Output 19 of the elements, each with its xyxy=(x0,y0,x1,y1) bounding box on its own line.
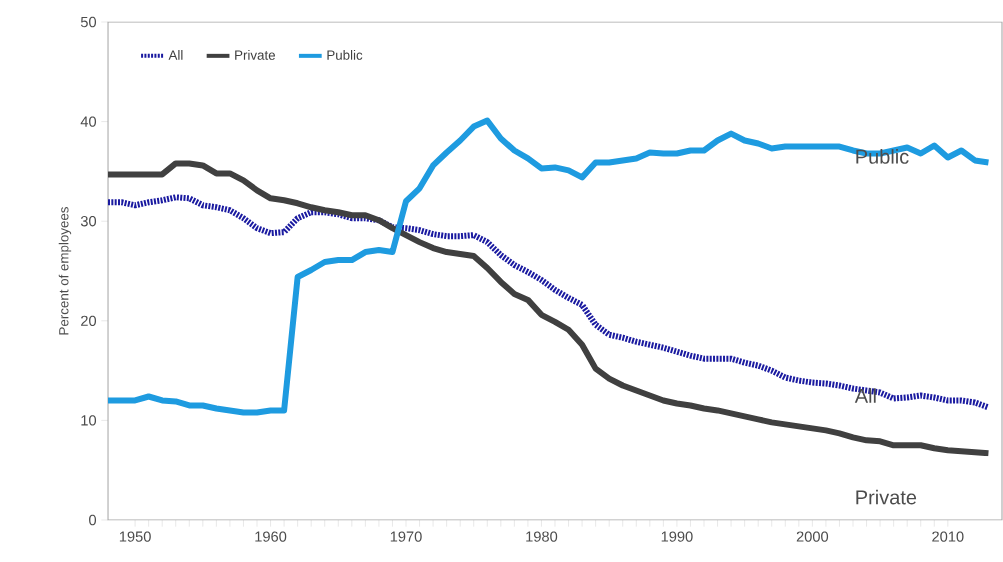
legend-label: Private xyxy=(235,50,275,60)
y-tick-label: 40 xyxy=(80,116,97,127)
y-tick-label: 20 xyxy=(81,315,97,326)
y-tick-label: 30 xyxy=(80,216,97,227)
legend-label: Public xyxy=(327,50,363,60)
y-tick-label: 10 xyxy=(81,415,97,426)
annotation: All xyxy=(854,388,876,403)
annotation: Private xyxy=(856,489,917,505)
x-tick-label: 1990 xyxy=(661,531,693,542)
x-tick-label: 1970 xyxy=(390,531,422,542)
y-tick-label: 50 xyxy=(80,16,97,28)
y-axis-title: Percent of employees xyxy=(58,207,72,335)
legend-label: All xyxy=(168,50,183,60)
x-tick-label: 1960 xyxy=(255,531,287,542)
x-tick-label: 2000 xyxy=(796,531,829,542)
y-tick-label: 0 xyxy=(89,514,97,526)
x-tick-label: 1980 xyxy=(526,531,558,542)
x-tick-label: 2010 xyxy=(932,531,964,542)
x-tick-label: 1950 xyxy=(119,531,151,542)
